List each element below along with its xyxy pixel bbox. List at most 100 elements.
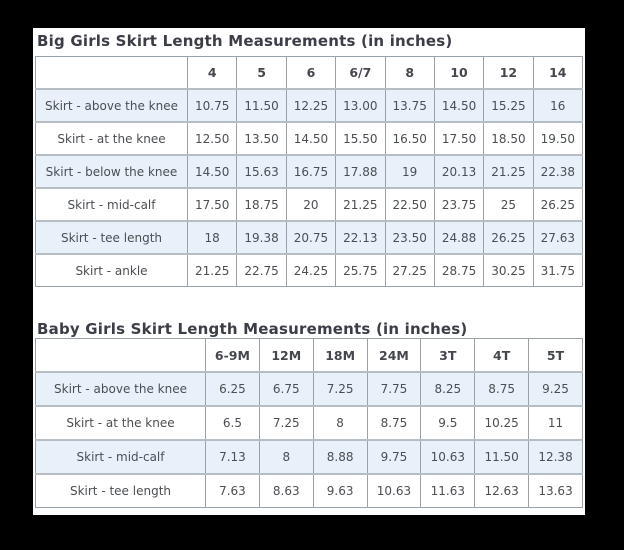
measurement-value-cell: 6.75 [258, 371, 314, 407]
size-column-header: 4 [186, 56, 238, 90]
table-row: Skirt - below the knee 14.50 15.63 16.75 17.… [35, 154, 584, 189]
measurement-value-cell: 14.50 [285, 121, 337, 156]
size-column-header: 24M [366, 338, 422, 373]
big-girls-measurements-table: 4 5 6 6/7 8 10 12 14 Skirt - above the knee 10.75… [35, 56, 584, 287]
measurement-value-cell: 16 [532, 88, 584, 123]
measurement-value-cell: 11.50 [474, 439, 530, 475]
row-label: Skirt - ankle [35, 253, 188, 287]
measurement-value-cell: 6.5 [205, 405, 260, 441]
measurement-value-cell: 14.50 [433, 88, 485, 123]
measurement-value-cell: 8.75 [366, 405, 422, 441]
measurement-value-cell: 22.13 [335, 220, 386, 255]
row-label: Skirt - at the knee [35, 405, 206, 441]
measurement-value-cell: 22.38 [532, 154, 584, 189]
measurement-value-cell: 7.75 [366, 371, 422, 407]
measurement-value-cell: 28.75 [433, 253, 485, 287]
table-row: Skirt - at the knee 6.5 7.25 8 8.75 9.5 10.25 1… [35, 405, 583, 441]
measurement-value-cell: 8.63 [258, 473, 314, 508]
measurement-value-cell: 9.25 [528, 371, 583, 407]
table-row: Skirt - tee length 18 19.38 20.75 22.13 23.50… [35, 220, 584, 255]
measurement-value-cell: 11.50 [236, 88, 287, 123]
measurement-value-cell: 9.75 [366, 439, 422, 475]
measurement-value-cell: 17.50 [186, 187, 238, 222]
measurement-value-cell: 20 [285, 187, 337, 222]
measurement-value-cell: 10.63 [366, 473, 422, 508]
row-label: Skirt - above the knee [35, 371, 206, 407]
measurement-value-cell: 18 [186, 220, 238, 255]
size-column-header: 6/7 [335, 56, 386, 90]
measurement-value-cell: 21.25 [186, 253, 238, 287]
measurement-value-cell: 6.25 [205, 371, 260, 407]
measurement-value-cell: 8.88 [312, 439, 368, 475]
size-column-header: 5 [236, 56, 287, 90]
measurement-value-cell: 7.63 [205, 473, 260, 508]
measurement-value-cell: 12.63 [474, 473, 530, 508]
measurement-value-cell: 12.25 [285, 88, 337, 123]
size-column-header: 14 [532, 56, 584, 90]
measurement-value-cell: 23.75 [433, 187, 485, 222]
table-row: Skirt - mid-calf 7.13 8 8.88 9.75 10.63 11.50 1… [35, 439, 583, 475]
measurement-value-cell: 18.75 [236, 187, 287, 222]
measurement-value-cell: 17.88 [335, 154, 386, 189]
measurement-value-cell: 31.75 [532, 253, 584, 287]
size-column-header: 8 [384, 56, 435, 90]
measurement-value-cell: 10.25 [474, 405, 530, 441]
header-row: 6-9M 12M 18M 24M 3T 4T 5T [35, 338, 583, 373]
measurement-value-cell: 13.00 [335, 88, 386, 123]
row-label: Skirt - mid-calf [35, 187, 188, 222]
measurement-value-cell: 15.63 [236, 154, 287, 189]
measurement-value-cell: 7.25 [258, 405, 314, 441]
row-label: Skirt - above the knee [35, 88, 188, 123]
row-label: Skirt - below the knee [35, 154, 188, 189]
measurement-value-cell: 23.50 [384, 220, 435, 255]
row-label: Skirt - mid-calf [35, 439, 206, 475]
measurement-value-cell: 22.50 [384, 187, 435, 222]
measurement-value-cell: 30.25 [483, 253, 534, 287]
table-row: Skirt - above the knee 10.75 11.50 12.25 13.… [35, 88, 584, 123]
measurement-value-cell: 12.50 [186, 121, 238, 156]
corner-cell [35, 56, 188, 90]
table-row: Skirt - tee length 7.63 8.63 9.63 10.63 11.63… [35, 473, 583, 508]
size-column-header: 5T [528, 338, 583, 373]
row-label: Skirt - tee length [35, 220, 188, 255]
row-label: Skirt - tee length [35, 473, 206, 508]
measurement-value-cell: 25 [483, 187, 534, 222]
measurement-value-cell: 7.25 [312, 371, 368, 407]
measurement-value-cell: 10.63 [420, 439, 476, 475]
row-label: Skirt - at the knee [35, 121, 188, 156]
measurement-value-cell: 9.63 [312, 473, 368, 508]
measurement-value-cell: 22.75 [236, 253, 287, 287]
size-column-header: 3T [420, 338, 476, 373]
baby-girls-measurements-table: 6-9M 12M 18M 24M 3T 4T 5T Skirt - above the kne… [35, 338, 583, 508]
measurement-value-cell: 8 [258, 439, 314, 475]
measurement-value-cell: 9.5 [420, 405, 476, 441]
corner-cell [35, 338, 206, 373]
measurement-value-cell: 21.25 [483, 154, 534, 189]
measurement-value-cell: 27.25 [384, 253, 435, 287]
measurement-value-cell: 14.50 [186, 154, 238, 189]
size-column-header: 18M [312, 338, 368, 373]
measurement-value-cell: 19.50 [532, 121, 584, 156]
size-column-header: 10 [433, 56, 485, 90]
size-column-header: 12M [258, 338, 314, 373]
measurement-value-cell: 21.25 [335, 187, 386, 222]
measurement-value-cell: 15.25 [483, 88, 534, 123]
measurement-value-cell: 13.50 [236, 121, 287, 156]
measurement-value-cell: 20.13 [433, 154, 485, 189]
table-row: Skirt - mid-calf 17.50 18.75 20 21.25 22.50 23… [35, 187, 584, 222]
measurement-value-cell: 8.25 [420, 371, 476, 407]
measurement-value-cell: 8 [312, 405, 368, 441]
measurement-value-cell: 16.75 [285, 154, 337, 189]
measurement-value-cell: 24.88 [433, 220, 485, 255]
page-surface: Big Girls Skirt Length Measurements (in … [33, 28, 585, 515]
size-column-header: 6 [285, 56, 337, 90]
size-column-header: 4T [474, 338, 530, 373]
measurement-value-cell: 26.25 [532, 187, 584, 222]
measurement-value-cell: 19 [384, 154, 435, 189]
measurement-value-cell: 15.50 [335, 121, 386, 156]
size-column-header: 6-9M [205, 338, 260, 373]
measurement-value-cell: 17.50 [433, 121, 485, 156]
measurement-value-cell: 7.13 [205, 439, 260, 475]
big-girls-table-title: Big Girls Skirt Length Measurements (in … [37, 32, 453, 50]
header-row: 4 5 6 6/7 8 10 12 14 [35, 56, 584, 90]
